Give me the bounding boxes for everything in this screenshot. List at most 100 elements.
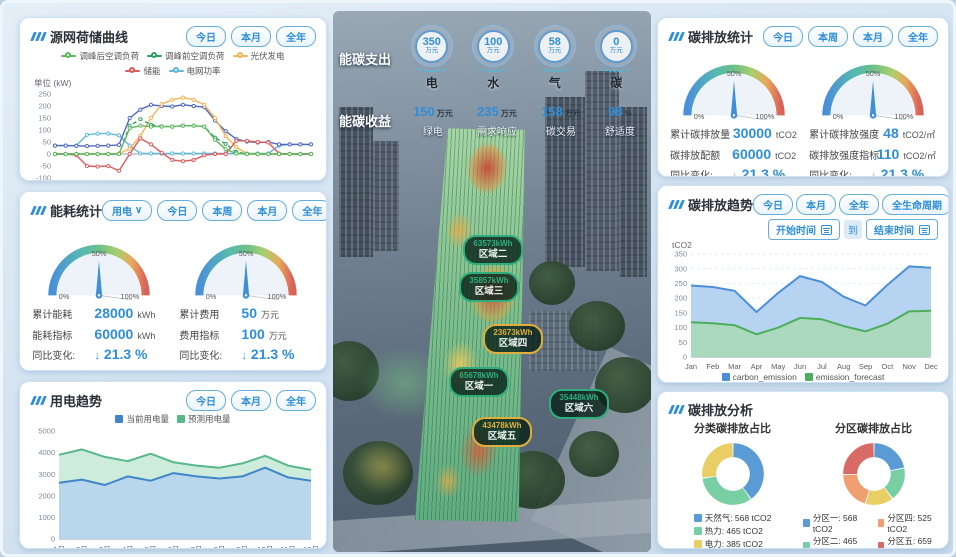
svg-text:Jul: Jul [817,362,827,371]
svg-text:4000: 4000 [38,448,55,457]
svg-text:2000: 2000 [38,491,55,500]
svg-text:0%: 0% [206,292,217,301]
donut-subtitle: 分区碳排放占比 [835,423,912,435]
time-filter-button[interactable]: 本周 [202,200,243,221]
svg-text:7月: 7月 [191,545,203,549]
time-filter-button[interactable]: 今日 [186,390,226,411]
time-filter-button[interactable]: 全年 [839,194,880,215]
legend-swatch-icon [177,415,185,423]
time-filter-button[interactable]: 本月 [231,26,271,47]
building-heatmap-view: 能碳支出 350 万元 电 100 万元 水 58 万元 气 0 万元 碳 [333,11,651,552]
panel-carbon-analysis: 碳排放分析 分类碳排放占比 天然气: 568 tCO2 热力: 465 tCO2 电… [657,391,949,549]
svg-text:200: 200 [38,102,51,111]
series-marker-icon [146,52,162,60]
end-time-input[interactable]: 结束时间 [866,219,938,240]
legend-item[interactable]: 光伏发电 [232,50,285,62]
legend-item[interactable]: carbon_emission [721,372,797,382]
svg-text:8月: 8月 [214,545,226,549]
panel-slashes-icon [30,206,47,215]
gauge-dial: 0% 50% 100% [821,64,924,121]
legend-swatch-icon [877,519,885,527]
legend-item[interactable]: 预测用电量 [177,413,231,425]
svg-text:11月: 11月 [280,545,295,549]
time-filter-button[interactable]: 本月 [853,26,893,47]
legend-item[interactable]: 分区五: 659 tCO2 [877,535,945,548]
time-filter-group: 今日 本月 全年 [186,26,316,47]
svg-text:150: 150 [38,114,51,123]
svg-text:Apr: Apr [751,362,763,371]
donut-subtitle: 分类碳排放占比 [694,423,771,435]
svg-text:Jun: Jun [794,362,806,371]
svg-text:-50: -50 [40,162,51,171]
svg-text:300: 300 [674,264,687,273]
legend-item[interactable]: 分区四: 525 tCO2 [877,512,945,534]
zone-marker[interactable]: 43478kWh 区域五 [472,417,532,448]
gauge-stat-row: 碳排放强度指标 110 tCO2/㎡ [809,145,936,162]
legend-item[interactable]: 当前用电量 [115,413,169,425]
time-filter-button[interactable]: 今日 [763,26,803,47]
time-filter-button[interactable]: 今日 [186,26,226,47]
gauge-stat-row: 累计碳排放量 30000 tCO2 [670,125,797,141]
income-label: 能碳收益 [339,114,392,129]
legend-item[interactable]: 调峰前空调负荷 [146,50,225,62]
svg-text:9月: 9月 [236,545,248,549]
gauge-dial: 0% 50% 100% [195,244,298,301]
legend-item[interactable]: 调峰后空调负荷 [61,50,139,62]
down-arrow-icon: ↓ [241,350,247,362]
date-to-label: 到 [844,220,862,239]
start-time-input[interactable]: 开始时间 [768,219,840,240]
time-filter-button[interactable]: 本周 [808,26,848,47]
carbon-intensity-gauge: 0% 50% 100% 累计碳排放强度 48 tCO2/㎡ 碳排放强度指标 110 tCO… [807,51,938,176]
legend-item[interactable]: emission_forecast [804,372,884,382]
gauge-stat-row: 同比变化: ↓ 21.3 % [179,344,313,365]
svg-text:0: 0 [51,535,55,544]
time-filter-button[interactable]: 全年 [276,390,316,411]
date-range-row: 开始时间 到 结束时间 [658,217,948,240]
time-filter-button[interactable]: 今日 [157,200,198,221]
panel-source-grid-load-storage: 源网荷储曲线 今日 本月 全年 调峰后空调负荷 调峰前空调负荷 光伏发电 储能 电网功率 单… [19,17,327,181]
legend-item[interactable]: 分区二: 465 tCO2 [803,535,870,548]
svg-text:4月: 4月 [122,545,134,549]
legend-item[interactable]: 热力: 465 tCO2 [693,525,772,537]
panel-carbon-trend: 碳排放趋势 今日 本月 全年 全生命周期 开始时间 到 结束时间 tCO2 0 50 10… [657,185,949,383]
energy-carbon-income-row: 能碳收益 150 万元 绿电 235 万元 需求响应 158 万元 碳交易 98% 舒适度 [339,103,647,138]
svg-text:100%: 100% [268,292,287,301]
expense-item: 350 万元 电 [410,25,453,91]
legend-item[interactable]: 分区一: 568 tCO2 [803,512,870,534]
panel-slashes-icon [668,32,685,41]
time-filter-button[interactable]: 全生命周期 [882,194,948,215]
time-filter-button[interactable]: 全年 [292,200,326,221]
svg-text:250: 250 [674,279,687,288]
energy-gauge: 0% 50% 100% 累计能耗 28000 kWh 能耗指标 60000 kWh 同比变化… [30,231,168,365]
panel-title: 源网荷储曲线 [30,27,128,46]
svg-text:250: 250 [38,90,51,99]
svg-text:-100: -100 [36,174,51,181]
svg-text:1月: 1月 [53,545,65,549]
expense-label: 能碳支出 [339,51,392,67]
down-arrow-icon: ↓ [94,350,100,362]
gauge-stat-row: 累计能耗 28000 kWh [32,305,156,321]
zone-marker[interactable]: 63573kWh 区域二 [463,235,523,266]
time-filter-button[interactable]: 本月 [796,194,837,215]
svg-text:100: 100 [674,323,687,332]
legend-item[interactable]: 储能 [125,65,161,77]
legend-item[interactable]: 电力: 385 tCO2 [693,538,772,548]
zone-marker[interactable]: 23673kWh 区域四 [483,324,543,355]
time-filter-button[interactable]: 今日 [753,194,794,215]
time-filter-button[interactable]: 本月 [247,200,288,221]
energy-type-dropdown[interactable]: 用电 ∨ [102,200,153,221]
calendar-icon [821,224,832,235]
legend-item[interactable]: 电网功率 [168,65,221,77]
time-filter-button[interactable]: 全年 [898,26,938,47]
legend-item[interactable]: 天然气: 568 tCO2 [693,512,771,524]
time-filter-group: 用电 ∨ 今日 本周 本月 全年 [102,200,326,221]
time-filter-button[interactable]: 全年 [276,26,316,47]
series-marker-icon [61,52,77,60]
panel-slashes-icon [30,32,47,41]
category-donut-chart [701,443,764,505]
zone-marker[interactable]: 35857kWh 区域三 [459,272,519,303]
time-filter-button[interactable]: 本月 [231,390,271,411]
zone-marker[interactable]: 65678kWh 区域一 [449,367,509,398]
zone-marker[interactable]: 35448kWh 区域六 [549,389,609,420]
